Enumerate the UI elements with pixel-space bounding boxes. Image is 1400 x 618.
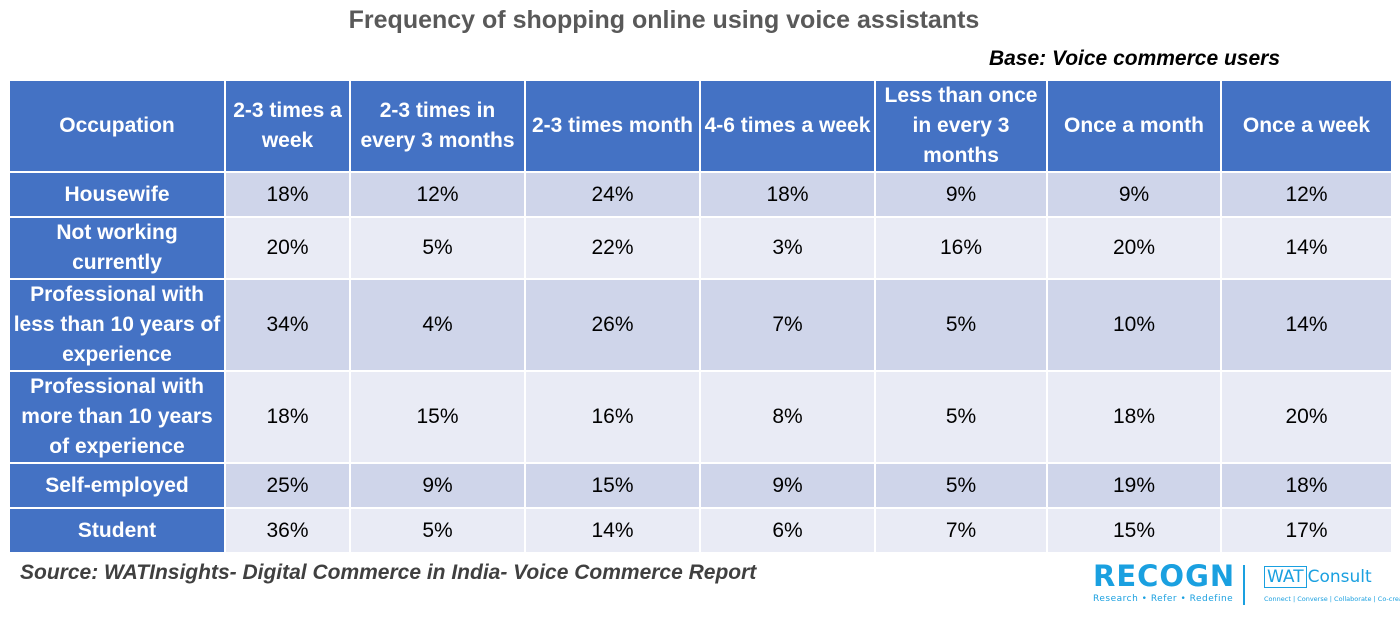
table-cell: 16% — [524, 370, 701, 464]
table-row: Student 36% 5% 14% 6% 7% 15% 17% — [8, 507, 1393, 554]
table-row: Professional with more than 10 years of … — [8, 370, 1393, 464]
wat-consult-word: Consult — [1307, 567, 1372, 587]
frequency-table: Occupation 2-3 times a week 2-3 times in… — [8, 79, 1393, 554]
table-cell: 14% — [1220, 216, 1393, 280]
table-cell: 9% — [874, 171, 1048, 218]
table-cell: 16% — [874, 216, 1048, 280]
table-cell: 4% — [349, 278, 526, 372]
table-cell: 18% — [699, 171, 876, 218]
table-row: Housewife 18% 12% 24% 18% 9% 9% 12% — [8, 171, 1393, 218]
base-note: Base: Voice commerce users — [988, 47, 1280, 70]
recogn-logo: RECOGN Research • Refer • Redefine — [1093, 559, 1236, 610]
table-cell: 18% — [1220, 462, 1393, 509]
table-cell: 18% — [1046, 370, 1222, 464]
logo-divider — [1243, 565, 1245, 605]
watconsult-logo: WAT Consult Connect | Converse | Collabo… — [1264, 565, 1400, 610]
table-cell: 7% — [699, 278, 876, 372]
table-cell: 12% — [349, 171, 526, 218]
column-header: 2-3 times in every 3 months — [349, 79, 526, 173]
table-row: Not working currently 20% 5% 22% 3% 16% … — [8, 216, 1393, 280]
column-header: 4-6 times a week — [699, 79, 876, 173]
column-header: Once a month — [1046, 79, 1222, 173]
table-row: Self-employed 25% 9% 15% 9% 5% 19% 18% — [8, 462, 1393, 509]
table-cell: 20% — [1220, 370, 1393, 464]
table-cell: 22% — [524, 216, 701, 280]
table-cell: 14% — [1220, 278, 1393, 372]
table-cell: 19% — [1046, 462, 1222, 509]
column-header: 2-3 times month — [524, 79, 701, 173]
column-header: 2-3 times a week — [224, 79, 351, 173]
table-cell: 14% — [524, 507, 701, 554]
watconsult-tagline: Connect | Converse | Collaborate | Co-cr… — [1264, 595, 1400, 603]
table-cell: 9% — [699, 462, 876, 509]
wat-box-mark: WAT — [1264, 566, 1307, 588]
table-cell: 5% — [874, 462, 1048, 509]
table-cell: 7% — [874, 507, 1048, 554]
row-label: Professional with less than 10 years of … — [8, 278, 226, 372]
row-label: Professional with more than 10 years of … — [8, 370, 226, 464]
table-cell: 5% — [349, 507, 526, 554]
row-label: Student — [8, 507, 226, 554]
table-cell: 3% — [699, 216, 876, 280]
table-cell: 26% — [524, 278, 701, 372]
table-cell: 12% — [1220, 171, 1393, 218]
recogn-wordmark: RECOGN — [1093, 559, 1236, 593]
table-row: Professional with less than 10 years of … — [8, 278, 1393, 372]
table-cell: 15% — [349, 370, 526, 464]
table-cell: 34% — [224, 278, 351, 372]
table-cell: 10% — [1046, 278, 1222, 372]
table-cell: 20% — [1046, 216, 1222, 280]
table-cell: 9% — [1046, 171, 1222, 218]
row-label: Not working currently — [8, 216, 226, 280]
column-header: Less than once in every 3 months — [874, 79, 1048, 173]
table-cell: 25% — [224, 462, 351, 509]
row-label: Housewife — [8, 171, 226, 218]
table-cell: 8% — [699, 370, 876, 464]
column-header: Once a week — [1220, 79, 1393, 173]
table-cell: 9% — [349, 462, 526, 509]
table-cell: 18% — [224, 171, 351, 218]
column-header: Occupation — [8, 79, 226, 173]
table-cell: 6% — [699, 507, 876, 554]
table-cell: 17% — [1220, 507, 1393, 554]
table-cell: 15% — [524, 462, 701, 509]
recogn-tagline: Research • Refer • Redefine — [1093, 594, 1234, 604]
table-header-row: Occupation 2-3 times a week 2-3 times in… — [8, 79, 1393, 173]
row-label: Self-employed — [8, 462, 226, 509]
table-cell: 20% — [224, 216, 351, 280]
table-cell: 24% — [524, 171, 701, 218]
table-cell: 5% — [349, 216, 526, 280]
table-cell: 18% — [224, 370, 351, 464]
table-cell: 36% — [224, 507, 351, 554]
source-note: Source: WATInsights- Digital Commerce in… — [20, 561, 757, 584]
table-cell: 5% — [874, 370, 1048, 464]
table-cell: 5% — [874, 278, 1048, 372]
chart-title: Frequency of shopping online using voice… — [348, 6, 980, 34]
table-cell: 15% — [1046, 507, 1222, 554]
